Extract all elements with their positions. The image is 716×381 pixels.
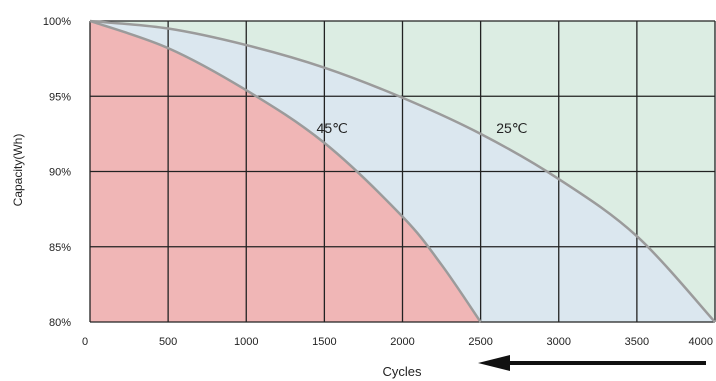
y-tick-label: 95%	[49, 91, 71, 103]
y-axis-label: Capacity(Wh)	[11, 134, 25, 207]
y-tick-label: 80%	[49, 317, 71, 329]
annotation-45c: 45℃	[317, 120, 348, 136]
y-tick-label: 85%	[49, 242, 71, 254]
y-tick-label: 100%	[43, 16, 71, 28]
x-tick-label: 4000	[689, 336, 713, 348]
series-line-25c	[89, 19, 716, 323]
x-tick-label: 500	[159, 336, 177, 348]
y-tick-labels: 100% 95% 90% 85% 80%	[43, 16, 71, 329]
direction-arrow	[478, 355, 706, 371]
x-tick-labels: 0 500 1000 1500 2000 2500 3000 3500 4000	[82, 336, 713, 348]
x-tick-label: 0	[82, 336, 88, 348]
x-tick-label: 2500	[468, 336, 492, 348]
annotation-25c: 25℃	[496, 120, 527, 136]
x-tick-label: 3000	[547, 336, 571, 348]
x-axis-label: Cycles	[382, 364, 422, 379]
y-tick-label: 90%	[49, 167, 71, 179]
x-tick-label: 2000	[390, 336, 414, 348]
x-tick-label: 1500	[312, 336, 336, 348]
grid-lines	[89, 20, 716, 323]
x-tick-label: 1000	[234, 336, 258, 348]
x-tick-label: 3500	[625, 336, 649, 348]
series-line-45c	[89, 19, 482, 323]
